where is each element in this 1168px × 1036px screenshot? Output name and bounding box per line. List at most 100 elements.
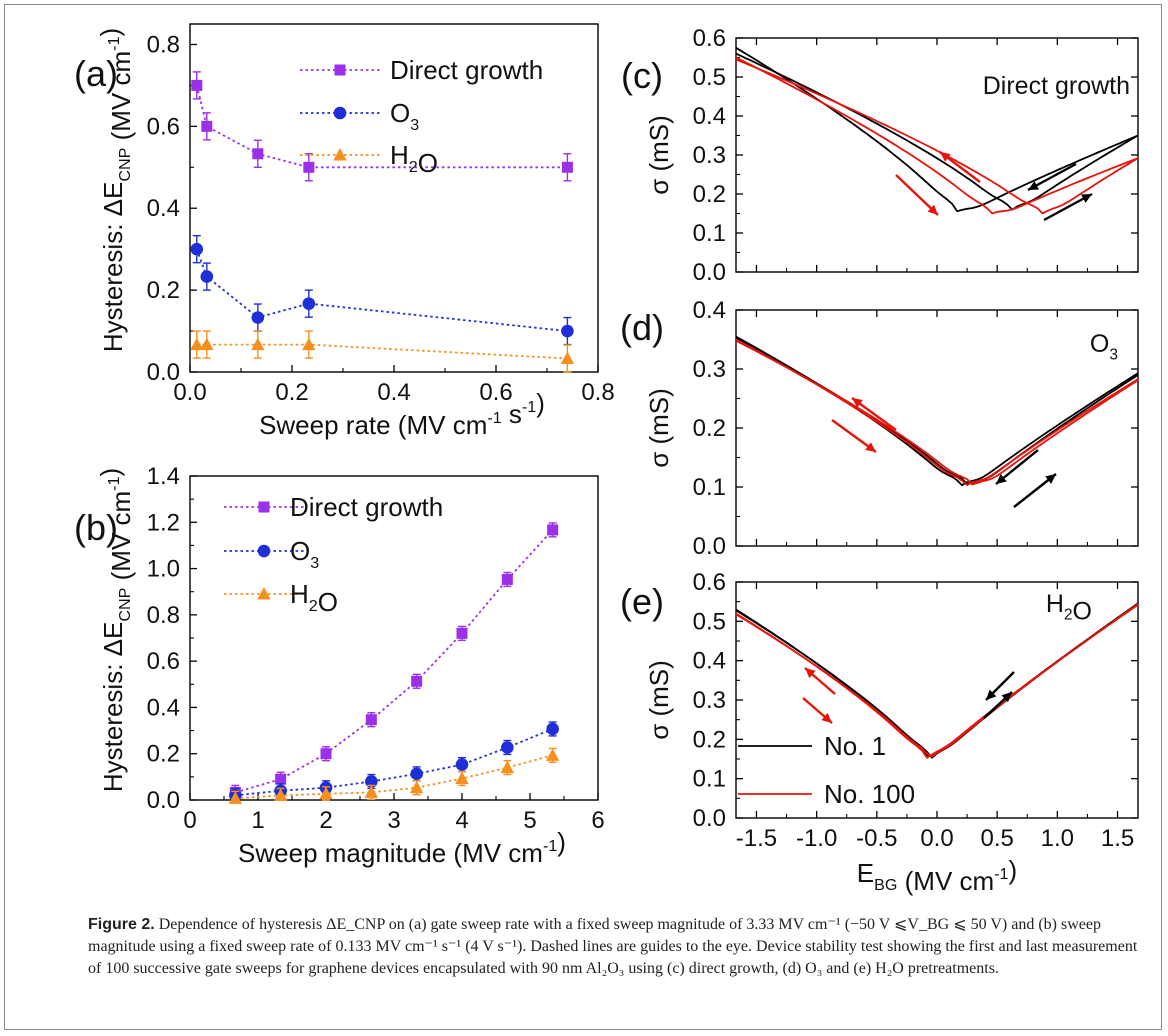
y-tick-label: 0.5 (693, 608, 726, 635)
x-tick-label: 0.0 (920, 825, 953, 852)
legend-label: H2O (290, 579, 338, 617)
y-tick-label: 0.2 (693, 415, 726, 442)
y-tick-label: 1.2 (147, 509, 180, 536)
sweep-arrow-head (821, 712, 832, 723)
legend-label: O3 (390, 98, 419, 134)
y-tick-label: 0.6 (147, 648, 180, 675)
data-point (501, 573, 513, 585)
y-tick-label: 0.1 (693, 220, 726, 247)
x-tick-label: 4 (455, 807, 468, 834)
y-tick-label: 0.5 (693, 64, 726, 91)
x-tick-label: -1.5 (736, 825, 777, 852)
sweep-arrow-head (852, 398, 863, 408)
x-axis-label: Sweep rate (MV cm-1 s-1) (259, 388, 545, 440)
data-point (228, 791, 243, 804)
figure-canvas: 0.0 0.2 0.4 0.6 0.8 0.0 0.2 0.4 0.6 0.8 Sweep rate… (74, 23, 1139, 896)
x-tick-label: 0 (183, 807, 196, 834)
caption-text: Dependence of hysteresis ΔE_CNP on (a) g… (88, 916, 1138, 977)
y-tick-label: 0.4 (693, 297, 726, 324)
sweep-arrow-head (1045, 474, 1056, 484)
data-point (201, 120, 213, 132)
sweep-arrow-head (996, 474, 1007, 484)
plot-area (735, 309, 1139, 547)
data-point (547, 524, 559, 536)
sweep-curve (735, 602, 1139, 757)
data-point (410, 767, 423, 781)
data-point (545, 748, 560, 761)
x-tick-label: 0.5 (980, 825, 1013, 852)
data-point (191, 79, 203, 91)
figure-caption: Figure 2. Dependence of hysteresis ΔE_CN… (88, 914, 1138, 980)
y-tick-label: 0.0 (693, 805, 726, 832)
data-point (302, 337, 316, 351)
legend-marker (257, 544, 271, 558)
legend-label: Direct growth (290, 492, 443, 522)
data-point (561, 324, 574, 338)
y-tick-label: 0.4 (147, 694, 180, 721)
y-axis-label: Hysteresis: ΔECNP (MV cm-1) (95, 468, 136, 792)
data-point (365, 775, 378, 788)
legend-marker (334, 64, 346, 76)
y-axis-label: σ (mS) (644, 660, 674, 740)
data-point (561, 161, 573, 173)
panel-annotation: Direct growth (983, 72, 1130, 100)
y-tick-label: 0.3 (693, 687, 726, 714)
legend-marker (258, 501, 270, 513)
panel-label: (c) (621, 55, 663, 96)
data-point (456, 627, 468, 639)
x-tick-label: 0.6 (479, 379, 512, 406)
y-tick-label: 0.6 (147, 113, 180, 140)
plot-area (189, 475, 599, 801)
x-tick-label: 0.4 (377, 379, 410, 406)
sweep-curve (735, 602, 1139, 759)
sweep-curve (735, 47, 1139, 213)
y-axis-label: σ (mS) (644, 388, 674, 468)
panel-annotation: H2O (1046, 590, 1092, 626)
data-point (319, 786, 333, 800)
sweep-arrow-head (805, 668, 816, 679)
data-point (364, 785, 379, 798)
y-axis-label: Hysteresis: ΔECNP (MV cm-1) (95, 28, 136, 352)
data-point (501, 741, 514, 754)
y-tick-label: 0.2 (693, 181, 726, 208)
sweep-arrow-head (1028, 181, 1039, 190)
legend-marker (333, 106, 347, 120)
x-tick-label: 0.2 (275, 379, 308, 406)
series-guide-line (235, 728, 553, 797)
x-tick-label: 2 (319, 807, 332, 834)
data-point (500, 760, 515, 774)
sweep-arrow-head (986, 689, 997, 700)
y-tick-label: 0.6 (693, 569, 726, 596)
legend-marker (257, 587, 271, 600)
data-point (200, 270, 214, 283)
legend-label: O3 (290, 536, 319, 572)
y-tick-label: 1.4 (147, 463, 180, 490)
data-point (546, 722, 559, 736)
sweep-curve (735, 339, 1139, 486)
sweep-arrow-head (927, 204, 938, 215)
x-tick-label: 5 (523, 807, 536, 834)
data-point (365, 714, 377, 726)
y-tick-label: 0.3 (693, 142, 726, 169)
x-tick-label: 0.0 (173, 379, 206, 406)
legend-marker (333, 148, 347, 161)
y-tick-label: 0.1 (693, 474, 726, 501)
sweep-curve (735, 58, 1139, 215)
y-tick-label: 0.2 (147, 277, 180, 304)
y-axis-label: σ (mS) (644, 115, 674, 195)
y-tick-label: 0.8 (147, 602, 180, 629)
sweep-arrow-head (865, 442, 876, 452)
x-tick-label: 1.5 (1101, 825, 1134, 852)
data-point (411, 675, 423, 687)
caption-label: Figure 2. (88, 916, 155, 933)
data-point (190, 242, 204, 256)
y-tick-label: 0.4 (693, 648, 726, 675)
panel-label: (d) (620, 307, 664, 348)
data-point (190, 337, 204, 351)
sweep-arrow-head (1001, 692, 1012, 703)
legend-label: Direct growth (390, 55, 543, 85)
sweep-curve (735, 603, 1139, 758)
y-tick-label: 0.0 (693, 533, 726, 560)
data-point (560, 351, 575, 364)
data-point (455, 771, 469, 784)
